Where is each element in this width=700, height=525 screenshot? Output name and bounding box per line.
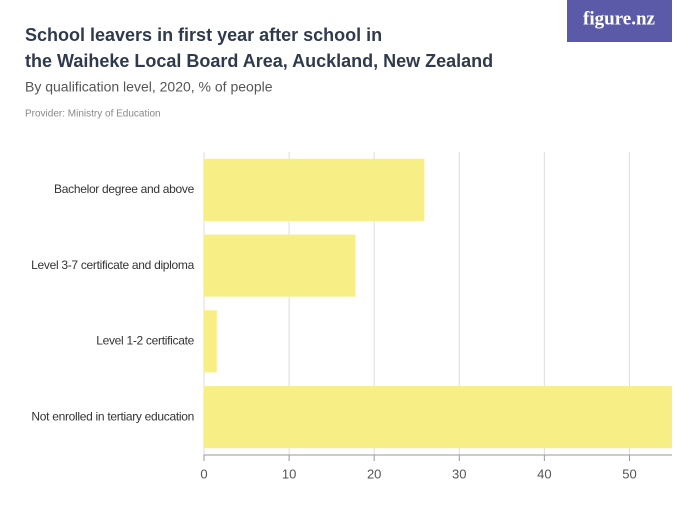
x-tick-label: 50 [622,466,636,481]
x-tick-label: 0 [200,466,207,481]
bar [204,158,425,221]
bar [204,310,217,373]
x-tick-label: 10 [282,466,296,481]
y-tick-label: Level 3-7 certificate and diploma [31,258,194,272]
y-tick-label: Bachelor degree and above [54,182,195,196]
chart-title: the Waiheke Local Board Area, Auckland, … [25,51,493,71]
logo: figure.nz [583,8,656,29]
x-tick-label: 30 [452,466,466,481]
bar [204,234,356,297]
chart-title: School leavers in first year after schoo… [25,25,382,45]
logo-box [567,0,672,42]
y-tick-label: Level 1-2 certificate [96,334,194,348]
bar [204,386,672,449]
x-tick-label: 20 [367,466,381,481]
provider: Provider: Ministry of Education [25,109,161,120]
x-tick-label: 40 [537,466,551,481]
chart-subtitle: By qualification level, 2020, % of peopl… [25,79,273,95]
y-tick-label: Not enrolled in tertiary education [31,409,194,423]
